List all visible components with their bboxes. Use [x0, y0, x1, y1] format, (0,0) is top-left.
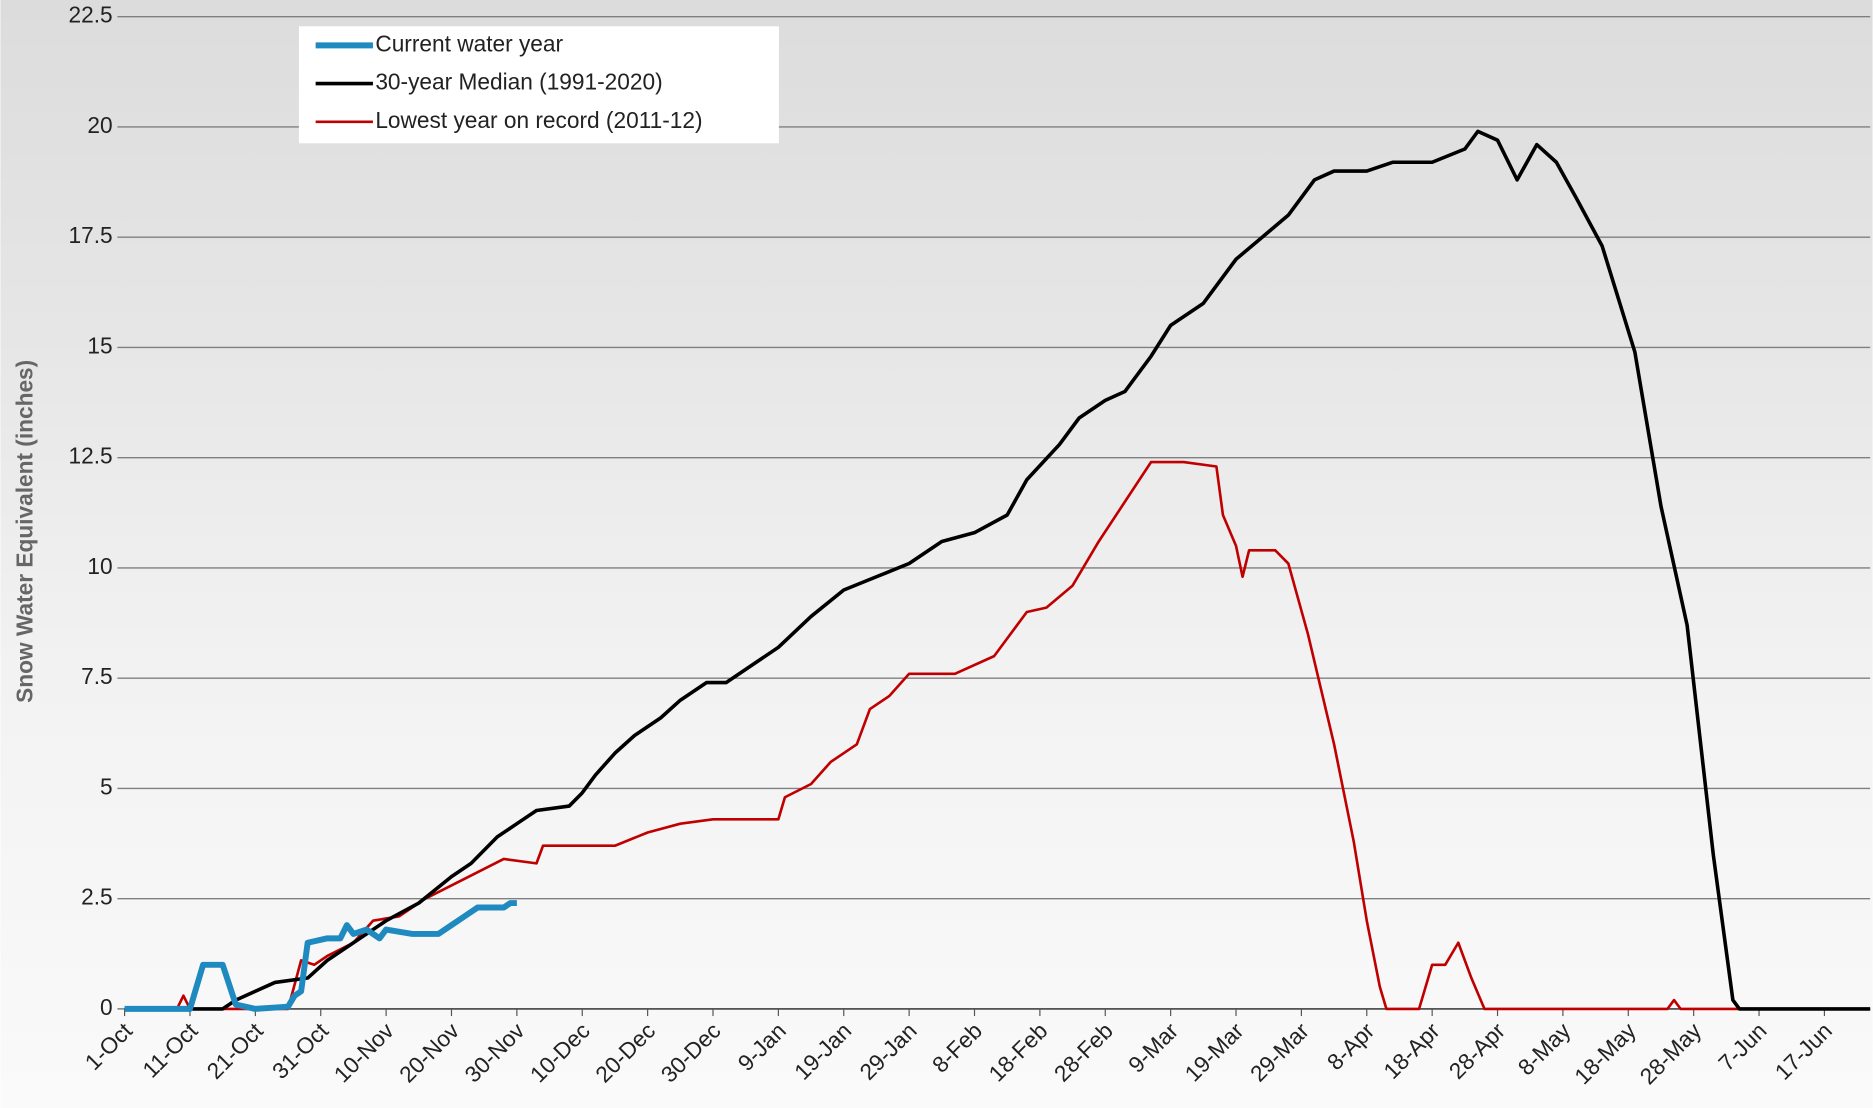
y-tick-label: 7.5 [81, 663, 113, 689]
chart: Snow Water Equivalent (inches) 0 2.5 5 7.5 1… [0, 0, 1873, 1108]
y-tick-label: 0 [100, 994, 113, 1020]
y-tick-label: 15 [87, 332, 112, 358]
legend-label: Current water year [375, 30, 563, 56]
y-axis-label: Snow Water Equivalent (inches) [12, 360, 38, 703]
y-tick-label: 5 [100, 773, 113, 799]
y-tick-label: 17.5 [69, 222, 113, 248]
legend-label: 30-year Median (1991-2020) [375, 69, 662, 95]
y-tick-label: 2.5 [81, 884, 113, 910]
legend-label: Lowest year on record (2011-12) [375, 107, 702, 133]
y-tick-label: 10 [87, 553, 112, 579]
background [0, 0, 1872, 1108]
y-tick-label: 20 [87, 112, 112, 138]
y-tick-label: 22.5 [69, 2, 113, 28]
y-tick-label: 12.5 [69, 443, 113, 469]
